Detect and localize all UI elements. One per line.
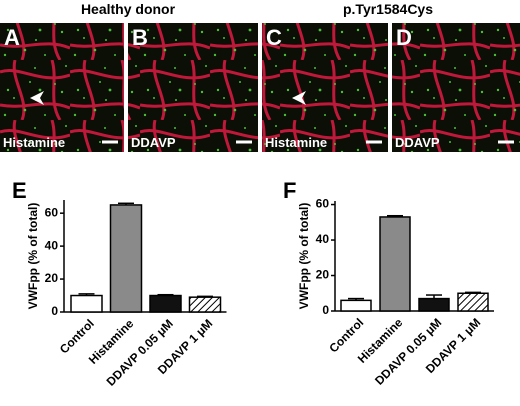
bar bbox=[418, 297, 450, 312]
y-tick-label: 60 bbox=[316, 197, 330, 211]
image-label: Histamine bbox=[265, 135, 327, 150]
bar bbox=[70, 294, 103, 313]
micrograph bbox=[392, 23, 520, 152]
y-axis-label: VWFpp (% of total) bbox=[297, 203, 311, 310]
panel-letter: B bbox=[132, 25, 148, 50]
group-title: Healthy donor bbox=[81, 1, 176, 17]
y-tick-label: 20 bbox=[316, 268, 330, 282]
bar bbox=[149, 294, 182, 313]
arrowhead bbox=[30, 91, 44, 105]
panel-letter: D bbox=[396, 25, 412, 50]
micrograph bbox=[262, 23, 388, 152]
panel-letter: A bbox=[4, 25, 20, 50]
micrograph bbox=[128, 23, 258, 152]
bar bbox=[109, 204, 143, 313]
x-tick-label: Control bbox=[57, 316, 97, 356]
y-tick-label: 20 bbox=[45, 271, 59, 285]
y-tick-label: 40 bbox=[45, 238, 59, 252]
image-label: Histamine bbox=[3, 135, 65, 150]
image-label: DDAVP bbox=[395, 135, 440, 150]
image-label: DDAVP bbox=[131, 135, 176, 150]
x-tick-label: DDAVP 0.05 μM bbox=[372, 315, 444, 387]
y-tick-label: 0 bbox=[322, 303, 329, 317]
y-tick-label: 40 bbox=[316, 232, 330, 246]
bar bbox=[457, 292, 489, 312]
bar bbox=[340, 299, 372, 312]
panel-letter: F bbox=[283, 178, 296, 203]
y-tick-label: 0 bbox=[51, 304, 58, 318]
bar bbox=[188, 296, 222, 313]
bar bbox=[379, 216, 411, 312]
y-axis-label: VWFpp (% of total) bbox=[26, 203, 40, 310]
micrograph bbox=[0, 23, 124, 152]
arrowhead bbox=[292, 91, 306, 105]
y-tick-label: 60 bbox=[45, 205, 59, 219]
panel-letter: E bbox=[12, 178, 27, 203]
group-title: p.Tyr1584Cys bbox=[343, 1, 433, 17]
panel-letter: C bbox=[266, 25, 282, 50]
